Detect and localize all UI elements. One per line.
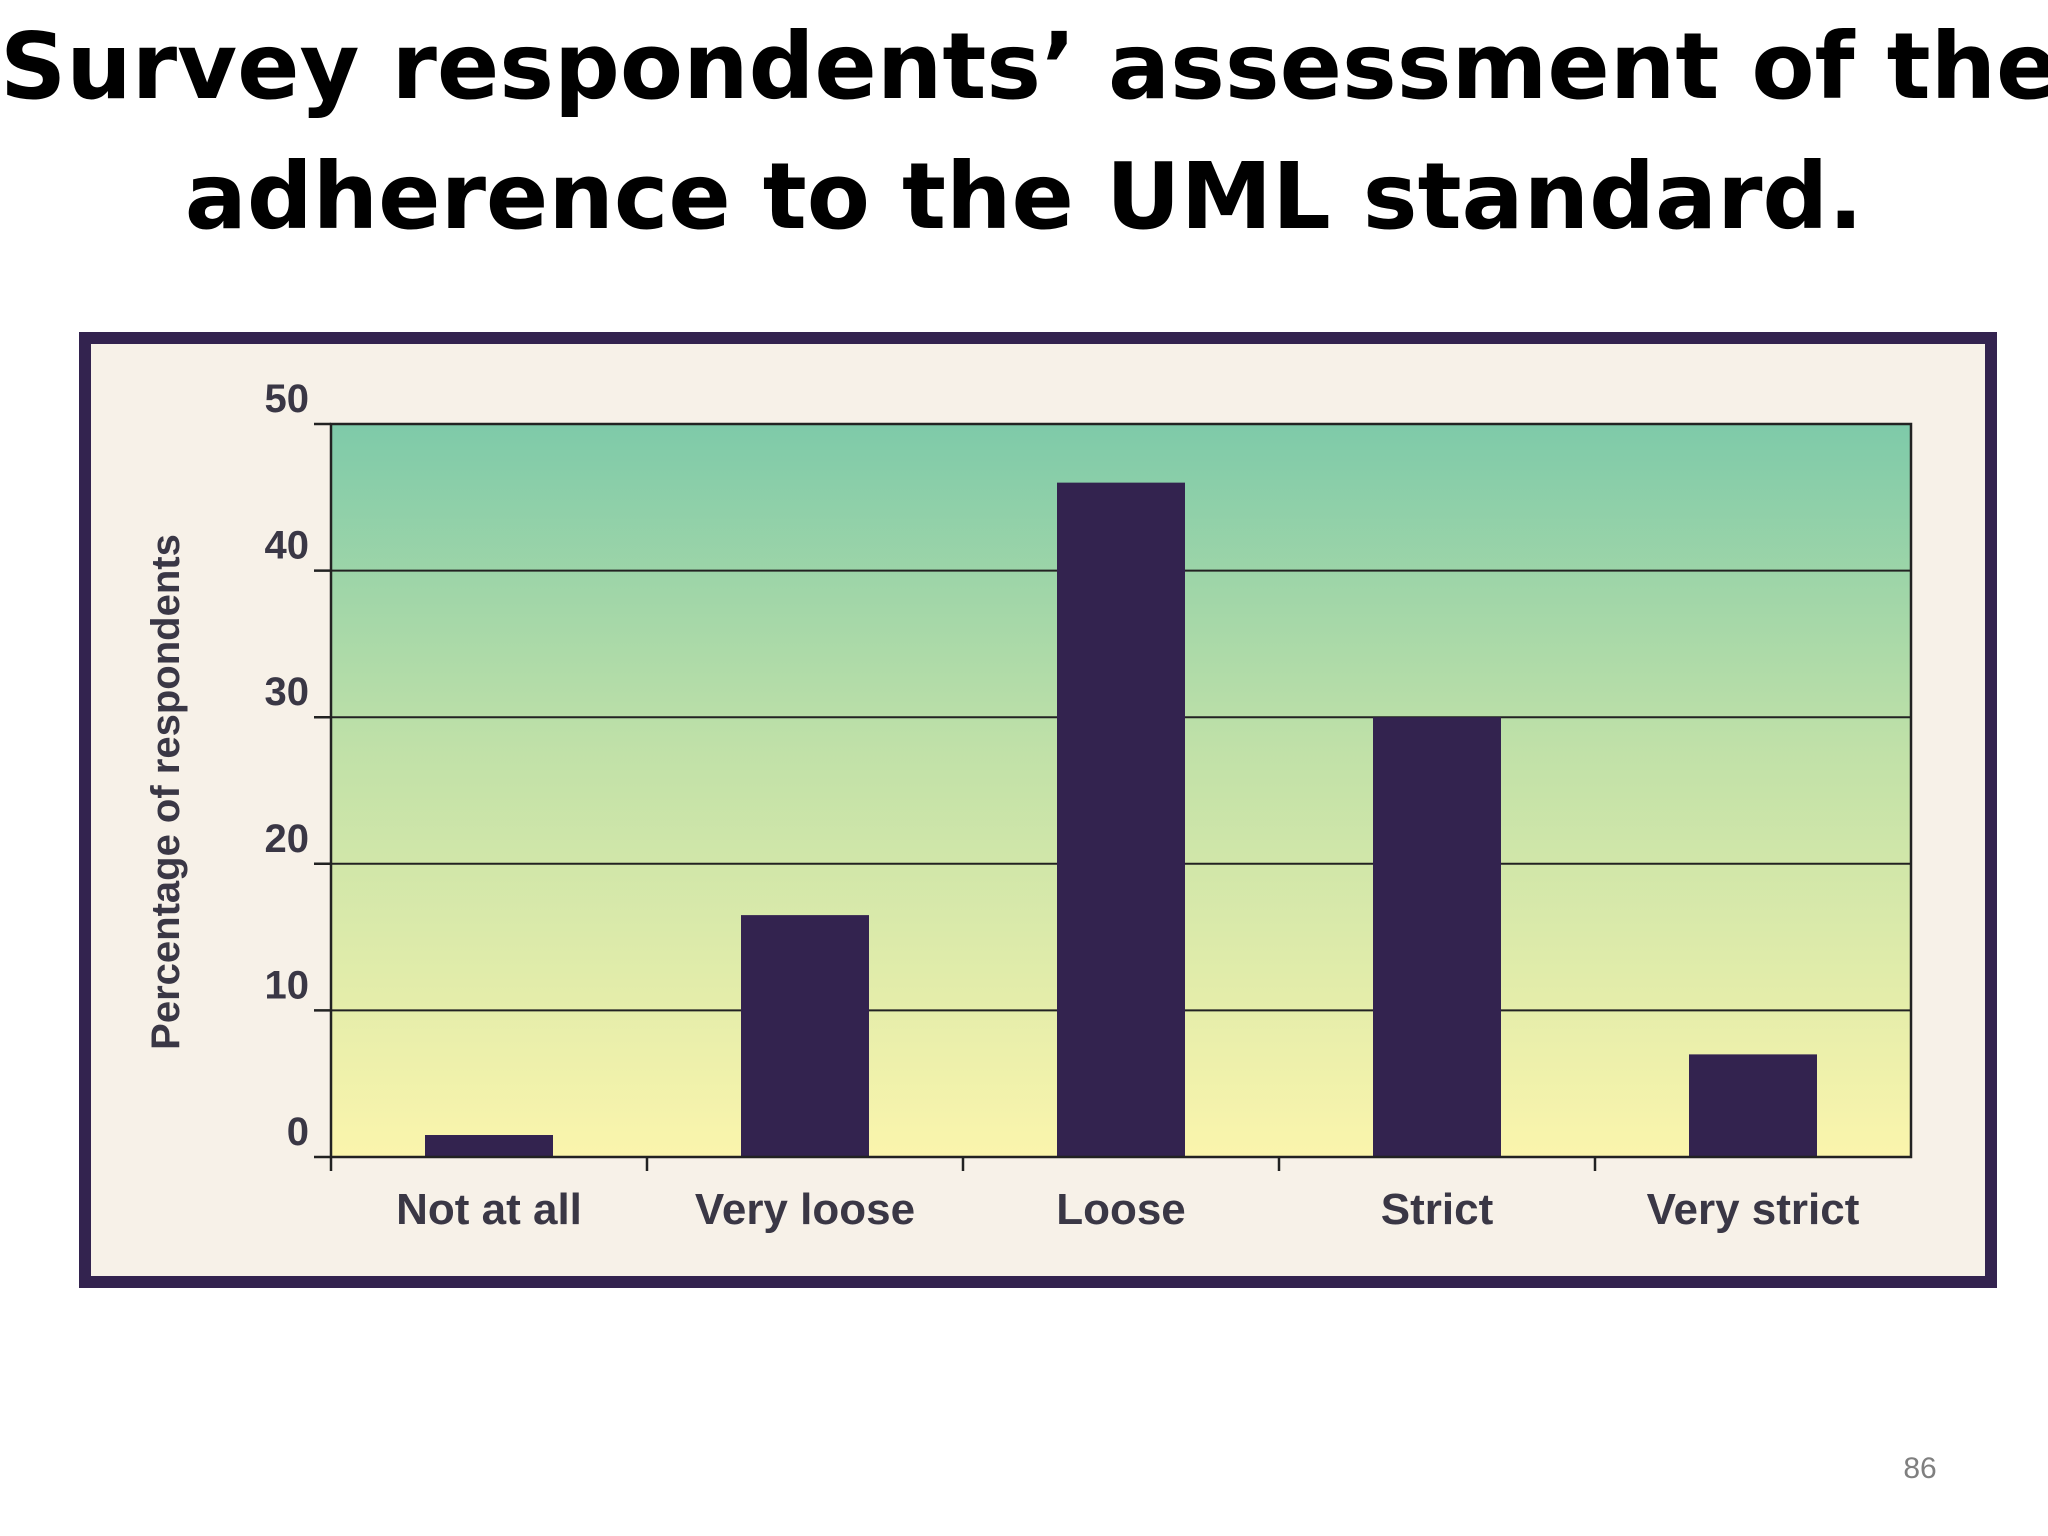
x-category-label: Very loose	[695, 1185, 915, 1234]
y-axis-ticks: 0 10 20 30 40 50	[265, 377, 331, 1159]
x-category-label: Loose	[1056, 1185, 1186, 1234]
y-tick-label: 40	[265, 524, 310, 568]
slide-title-line-1: Survey respondents’ assessment of their	[0, 13, 2048, 120]
slide-title-line-2: adherence to the UML standard.	[184, 143, 1864, 250]
bar-loose	[1057, 482, 1185, 1157]
bar-very-strict	[1689, 1054, 1817, 1157]
y-tick-label: 30	[265, 670, 310, 714]
bar-chart: 0 10 20 30 40 50 Not at all Very loose Loose Str…	[144, 377, 1913, 1234]
bar-strict	[1373, 717, 1501, 1157]
x-axis-ticks: Not at all Very loose Loose Strict Very stri…	[329, 1157, 1860, 1234]
bar-very-loose	[741, 915, 869, 1157]
bar-not-at-all	[425, 1135, 553, 1157]
x-category-label: Strict	[1381, 1185, 1494, 1234]
slide-title: Survey respondents’ assessment of their …	[0, 0, 2048, 262]
plot-border	[329, 422, 1913, 1159]
x-category-label: Very strict	[1647, 1185, 1860, 1234]
y-tick-label: 0	[287, 1110, 309, 1154]
page-number: 86	[1903, 1452, 1937, 1485]
y-tick-label: 20	[265, 817, 310, 861]
x-category-label: Not at all	[396, 1185, 582, 1234]
y-tick-label: 10	[265, 963, 310, 1007]
y-tick-label: 50	[265, 377, 310, 421]
chart-frame: 0 10 20 30 40 50 Not at all Very loose Loose Str…	[79, 332, 1997, 1288]
y-axis-title: Percentage of respondents	[144, 534, 188, 1050]
bars	[425, 482, 1817, 1157]
